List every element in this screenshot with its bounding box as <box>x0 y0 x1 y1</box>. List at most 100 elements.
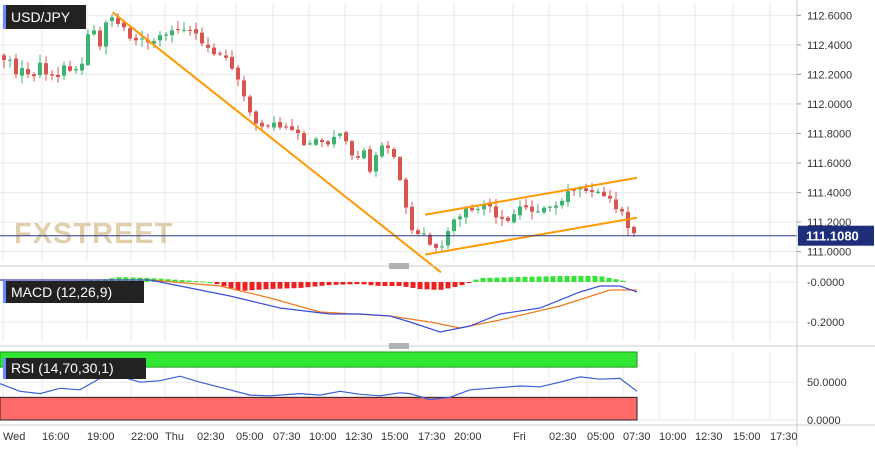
time-axis-label: 02:30 <box>549 431 577 443</box>
candle-body <box>68 66 72 71</box>
time-axis-label: 16:00 <box>42 431 70 443</box>
candlestick-series <box>2 13 636 252</box>
candle-body <box>332 136 336 145</box>
y-tick-label: 112.4000 <box>807 40 852 52</box>
time-axis-label: 15:00 <box>733 431 761 443</box>
macd-histogram-bar <box>557 276 563 282</box>
macd-histogram-bar <box>508 277 514 282</box>
candle-body <box>242 80 246 97</box>
y-tick-label: 111.8000 <box>807 128 851 140</box>
macd-histogram-bar <box>354 282 360 285</box>
candle-body <box>20 68 24 76</box>
macd-label-text: MACD (12,26,9) <box>11 284 112 300</box>
candle-body <box>458 216 462 220</box>
time-axis-label: 02:30 <box>197 431 225 443</box>
macd-histogram-bar <box>340 282 346 285</box>
candle-body <box>464 207 468 218</box>
macd-histogram-bar <box>193 281 199 283</box>
candle-body <box>272 122 276 128</box>
macd-histogram-bar <box>347 282 353 285</box>
symbol-label[interactable]: USD/JPY <box>3 5 86 29</box>
macd-histogram-bar <box>249 282 255 291</box>
macd-histogram-bar <box>375 282 381 286</box>
candle-body <box>128 28 132 39</box>
time-axis-label: 22:00 <box>131 431 159 443</box>
macd-histogram-bar <box>606 277 612 282</box>
macd-histogram-bar <box>389 282 395 286</box>
trendline-falling <box>112 11 442 274</box>
candle-body <box>212 47 216 55</box>
watermark-group: FXSTREET <box>14 218 173 250</box>
macd-histogram-bar <box>431 282 437 290</box>
y-tick-label: 112.2000 <box>807 69 852 81</box>
candle-body <box>164 34 168 36</box>
candle-body <box>56 74 60 78</box>
candle-body <box>122 22 126 28</box>
candle-body <box>218 53 222 55</box>
candle-body <box>620 209 624 212</box>
rsi-oversold-band <box>0 396 638 421</box>
candle-body <box>584 188 588 191</box>
macd-histogram-bar <box>494 277 500 282</box>
macd-histogram-bar <box>403 282 409 287</box>
macd-histogram-bar <box>270 282 276 289</box>
macd-histogram-bar <box>473 279 479 282</box>
macd-histogram-bar <box>361 282 367 285</box>
macd-histogram-bar <box>459 282 465 286</box>
candle-body <box>206 44 210 48</box>
macd-histogram-bar <box>200 281 206 283</box>
time-axis-label: 10:00 <box>309 431 337 443</box>
candle-body <box>380 145 384 157</box>
candle-body <box>374 155 378 172</box>
macd-histogram-bar <box>333 282 339 285</box>
macd-label[interactable]: MACD (12,26,9) <box>3 281 144 303</box>
macd-y-tick-label: -0.0000 <box>807 277 844 289</box>
candle-body <box>524 205 528 208</box>
macd-histogram-bar <box>480 277 486 282</box>
macd-histogram-bar <box>284 282 290 289</box>
macd-histogram-bar <box>396 282 402 286</box>
macd-histogram-bar <box>319 282 325 286</box>
macd-histogram-bar <box>550 276 556 282</box>
candle-body <box>302 133 306 146</box>
macd-line <box>0 279 638 333</box>
candle-body <box>614 199 618 210</box>
time-axis-label: 19:00 <box>87 431 115 443</box>
candle-body <box>440 246 444 248</box>
candle-body <box>344 132 348 142</box>
macd-histogram-bar <box>452 282 458 287</box>
macd-histogram-bar <box>515 277 521 282</box>
fxstreet-watermark: FXSTREET <box>14 218 173 250</box>
candle-body <box>566 191 570 203</box>
macd-histogram-bar <box>242 282 248 291</box>
candle-body <box>368 149 372 172</box>
candle-body <box>350 141 354 156</box>
rsi-label[interactable]: RSI (14,70,30,1) <box>3 358 146 379</box>
candle-body <box>554 205 558 208</box>
candle-body <box>116 17 120 24</box>
candle-body <box>428 234 432 245</box>
macd-histogram-bar <box>312 282 318 287</box>
candle-body <box>362 150 366 159</box>
macd-histogram-bar <box>186 280 192 282</box>
candle-body <box>104 22 108 47</box>
candle-body <box>92 30 96 35</box>
time-axis-label: 17:30 <box>770 431 798 443</box>
candle-body <box>134 37 138 41</box>
macd-histogram-bar <box>214 282 220 285</box>
candle-body <box>152 41 156 44</box>
candle-body <box>434 244 438 248</box>
candle-body <box>74 69 78 71</box>
candle-body <box>326 141 330 145</box>
time-axis-label: 05:00 <box>587 431 615 443</box>
candle-body <box>182 29 186 31</box>
y-tick-label: 111.0000 <box>807 247 851 259</box>
rsi-label-bg <box>3 358 146 379</box>
macd-label-accent <box>3 281 6 303</box>
candle-body <box>404 179 408 208</box>
macd-histogram-bar <box>613 279 619 282</box>
candle-body <box>512 214 516 223</box>
rsi-line <box>0 375 638 401</box>
